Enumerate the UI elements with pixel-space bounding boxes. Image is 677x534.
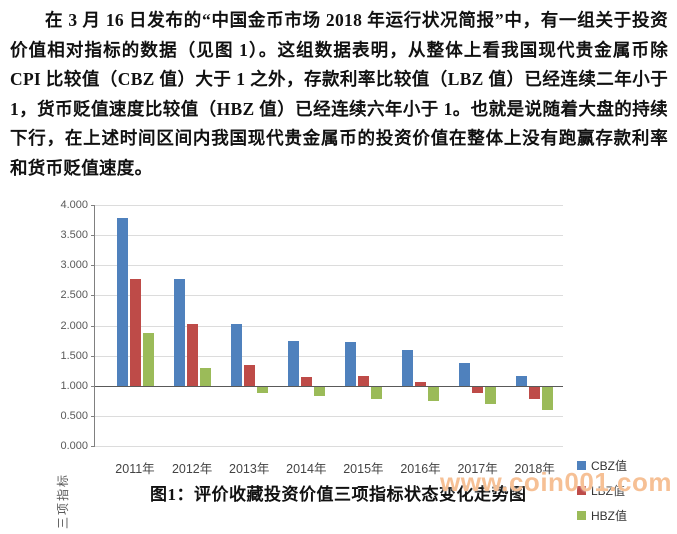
y-axis-line [94,205,95,446]
x-tick-label: 2012年 [171,462,213,476]
legend-label: CBZ值 [591,459,628,473]
watermark: www.coin001.com [440,467,672,497]
legend-item: LBZ值 [577,484,627,498]
y-tick-label: 1.500 [60,349,88,362]
y-axis-tick [91,355,95,357]
bar-LBZ值-2017年 [472,386,484,393]
bar-CBZ值-2015年 [344,342,356,386]
bar-LBZ值-2012年 [186,324,198,386]
gridline [95,295,563,297]
y-tick-label: 2.000 [60,319,88,332]
x-tick-label: 2015年 [343,462,384,476]
y-axis-tick [91,415,95,417]
legend-label: LBZ值 [591,484,626,498]
y-tick-label: 2.500 [60,289,88,302]
gridline [95,235,563,237]
bar-LBZ值-2014年 [300,377,312,386]
y-tick-label: 0.000 [60,440,88,452]
gridline [95,355,563,357]
bar-HBZ值-2013年 [256,386,268,393]
bar-chart: 三项指标 CBZ值 LBZ值 HBZ值 4.000 3.500 3.000 2.500 2.… [0,195,677,529]
bar-HBZ值-2014年 [313,386,325,397]
bar-HBZ值-2012年 [199,368,211,386]
legend-swatch-icon [577,486,586,495]
bar-LBZ值-2013年 [243,364,255,386]
y-tick-label: 3.000 [60,259,88,272]
gridline [95,415,563,417]
x-tick-label: 2017年 [457,462,498,476]
x-tick-label: 2016年 [400,462,441,476]
bar-CBZ值-2014年 [287,341,299,386]
y-axis-title: 三项指标 [56,473,70,530]
figure-caption: 图1：评价收藏投资价值三项指标状态变化走势图 [150,485,527,504]
legend-label: HBZ值 [591,509,628,523]
bar-HBZ值-2017年 [485,386,497,405]
x-tick-label: 2011年 [115,462,155,476]
y-axis-tick [91,385,95,387]
bar-LBZ值-2016年 [415,382,426,386]
gridline [95,265,563,267]
bar-CBZ值-2012年 [173,279,185,386]
document-page: { "document": { "paragraph": "在 3 月 16 日… [0,10,677,530]
bar-CBZ值-2017年 [459,362,471,386]
y-axis-tick [91,205,95,206]
bar-HBZ值-2016年 [428,386,439,401]
y-tick-label: 1.000 [60,379,88,392]
bar-HBZ值-2011年 [142,332,154,386]
y-tick-label: 3.500 [60,229,88,242]
bar-CBZ值-2013年 [230,323,242,386]
bar-HBZ值-2015年 [370,386,382,399]
y-axis-tick [91,446,95,447]
x-tick-label: 2013年 [229,462,270,476]
bar-LBZ值-2011年 [129,279,141,386]
legend-swatch-icon [577,461,586,470]
y-tick-label: 0.500 [60,409,88,422]
y-axis-tick [91,325,95,327]
legend-item: CBZ值 [577,459,628,473]
bar-CBZ值-2016年 [402,350,413,386]
gridline [95,325,563,327]
category-axis-line [95,385,563,387]
gridline [95,205,563,206]
x-tick-label: 2014年 [286,462,327,476]
bar-CBZ值-2018年 [516,376,528,386]
bar-CBZ值-2011年 [116,217,128,386]
bar-LBZ值-2018年 [529,386,541,399]
intro-paragraph: 在 3 月 16 日发布的“中国金币市场 2018 年运行状况简报”中，有一组关… [10,10,668,178]
y-axis-tick [91,235,95,237]
y-tick-label: 4.000 [60,199,88,211]
gridline [95,446,563,447]
legend-swatch-icon [577,511,586,520]
y-axis-tick [91,265,95,267]
legend-item: HBZ值 [577,509,628,523]
x-tick-label: 2018年 [514,462,555,476]
y-axis-tick [91,295,95,297]
bar-HBZ值-2018年 [542,386,554,410]
bar-LBZ值-2015年 [357,376,369,386]
